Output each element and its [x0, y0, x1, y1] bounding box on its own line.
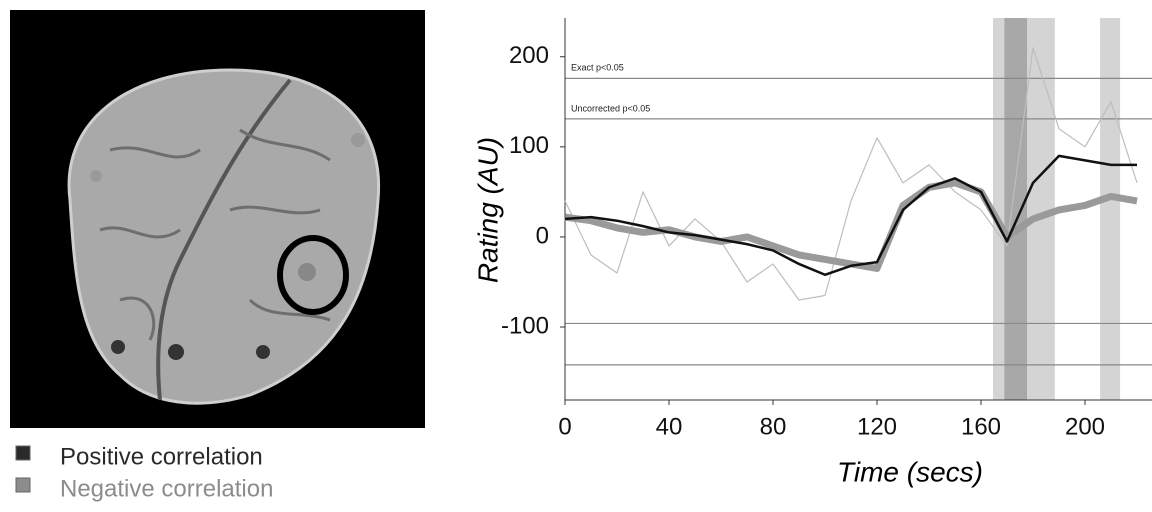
chart: Exact p<0.05 Uncorrected p<0.05 200 100 0 -10…: [501, 18, 1152, 440]
brain-spot: [168, 344, 184, 360]
legend-label: Positive correlation: [60, 443, 263, 470]
figure: Positive correlation Negative correlation…: [0, 0, 1152, 512]
x-tick-label: 120: [857, 413, 897, 440]
legend: Positive correlation Negative correlation: [16, 443, 273, 502]
brain-spot: [298, 263, 316, 281]
x-tick-label: 80: [760, 413, 787, 440]
x-axis-label: Time (secs): [837, 456, 983, 487]
x-tick-label: 200: [1065, 413, 1105, 440]
legend-label: Negative correlation: [60, 475, 273, 502]
y-tick-label: 100: [509, 132, 549, 159]
threshold-label: Uncorrected p<0.05: [571, 103, 650, 113]
x-tick-label: 40: [656, 413, 683, 440]
legend-swatch: [16, 478, 30, 492]
brain-spot: [351, 133, 365, 147]
highlight-band: [1004, 18, 1027, 400]
legend-swatch: [16, 446, 30, 460]
x-tick-label: 0: [558, 413, 571, 440]
page: {"brain_legend": [ {"label": "Positive c…: [0, 0, 1152, 512]
y-tick-label: 200: [509, 42, 549, 69]
highlight-band: [1100, 18, 1120, 400]
brain-spot: [90, 170, 102, 182]
brain-spot: [256, 345, 270, 359]
y-tick-label: 0: [536, 222, 549, 249]
y-axis-label: Rating (AU): [472, 137, 503, 283]
threshold-label: Exact p<0.05: [571, 63, 624, 73]
brain-image: [10, 10, 425, 428]
x-tick-label: 160: [961, 413, 1001, 440]
brain-spot: [111, 340, 125, 354]
y-tick-label: -100: [501, 312, 549, 339]
